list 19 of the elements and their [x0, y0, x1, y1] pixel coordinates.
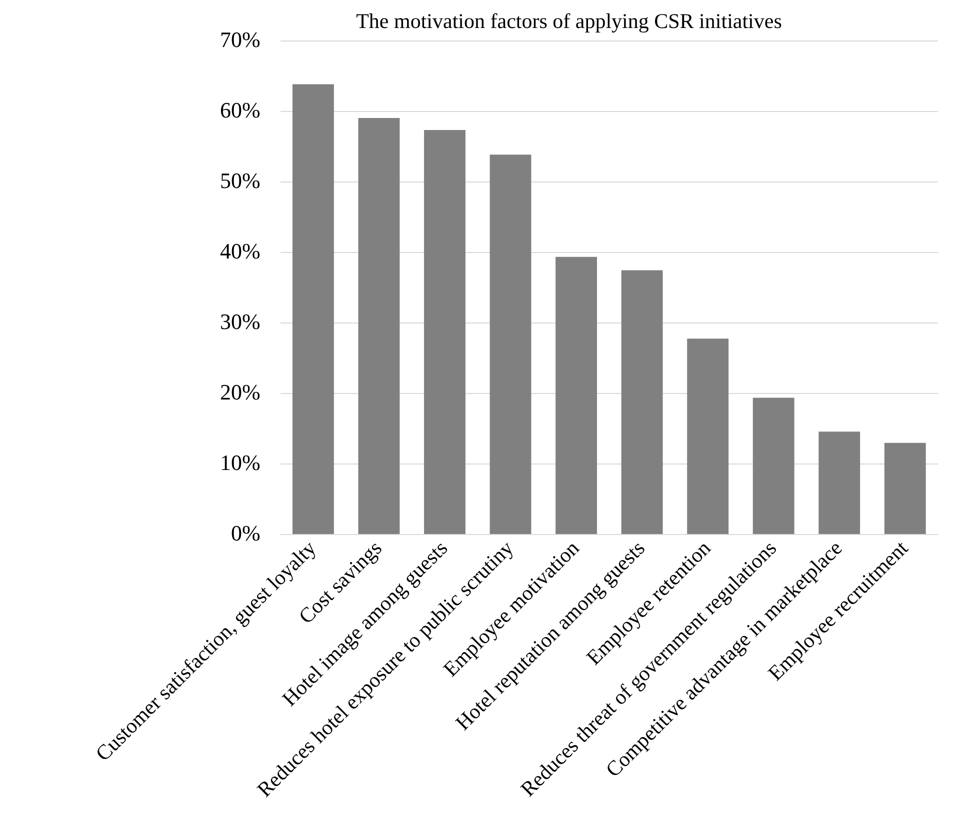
y-tick-label: 30%	[220, 308, 260, 334]
bar	[752, 398, 794, 534]
y-tick-label: 60%	[220, 97, 260, 122]
bar	[621, 270, 663, 534]
bar	[556, 256, 597, 534]
y-tick-label: 20%	[220, 379, 260, 404]
bar	[884, 442, 926, 534]
y-tick-label: 70%	[220, 26, 260, 52]
bar	[424, 130, 466, 534]
chart-title: The motivation factors of applying CSR initiatives	[356, 9, 782, 34]
y-tick-label: 50%	[220, 168, 260, 193]
bar	[490, 154, 532, 534]
y-tick-label: 10%	[220, 450, 260, 475]
y-tick-label: 0%	[231, 520, 260, 546]
bar	[818, 432, 860, 534]
bar	[292, 84, 334, 534]
y-tick-label: 40%	[220, 238, 260, 264]
bar	[687, 338, 729, 534]
bar	[358, 118, 400, 534]
